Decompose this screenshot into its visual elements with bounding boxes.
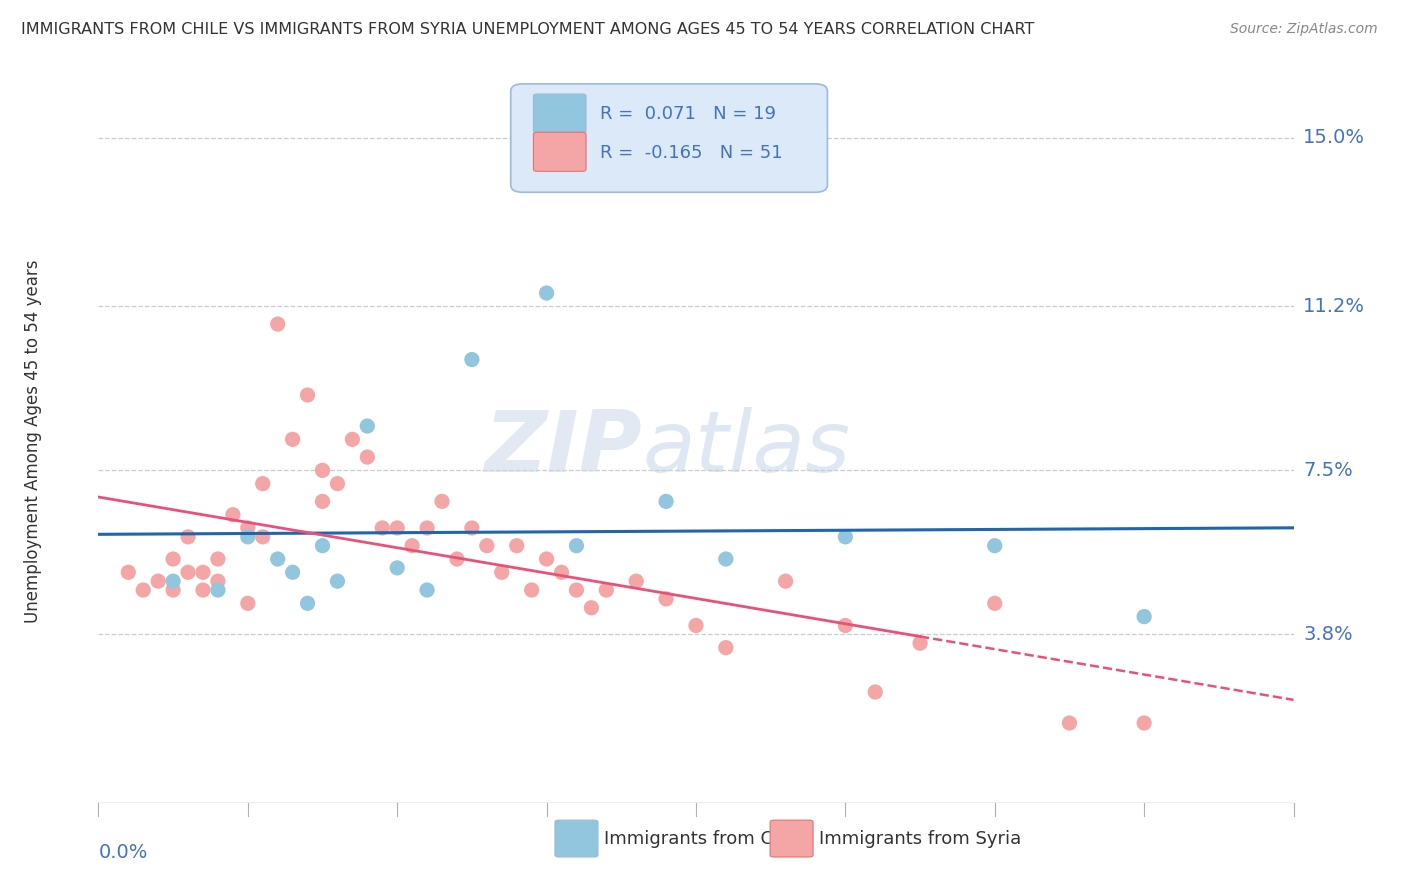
Point [117,566,139,580]
Text: Source: ZipAtlas.com: Source: ZipAtlas.com [1230,22,1378,37]
Point [207,552,229,566]
Point [626,574,648,589]
Point [1133,609,1156,624]
Point [297,388,319,402]
Point [162,552,184,566]
Point [148,574,170,589]
Point [461,521,484,535]
Point [281,433,304,447]
Point [984,596,1007,610]
Text: ZIP: ZIP [485,408,643,491]
Point [581,600,603,615]
Point [326,574,349,589]
Point [207,582,229,597]
Point [385,561,409,575]
Point [177,566,200,580]
FancyBboxPatch shape [533,132,586,171]
Point [565,539,588,553]
Point [162,582,184,597]
Text: Immigrants from Chile: Immigrants from Chile [605,830,806,848]
Point [908,636,931,650]
Point [655,591,678,606]
Point [236,530,259,544]
Point [311,463,333,477]
Point [267,317,290,331]
Point [132,582,155,597]
Point [311,494,333,508]
Point [834,618,856,632]
Point [236,596,259,610]
Point [520,582,543,597]
Point [685,618,707,632]
Point [416,521,439,535]
Text: 0.0%: 0.0% [98,843,148,862]
Point [865,685,887,699]
Text: R =  0.071   N = 19: R = 0.071 N = 19 [600,105,776,123]
Point [430,494,453,508]
FancyBboxPatch shape [555,820,598,857]
Point [162,574,184,589]
FancyBboxPatch shape [510,84,827,193]
Text: 3.8%: 3.8% [1303,625,1353,644]
Point [207,574,229,589]
Point [984,539,1007,553]
Point [356,450,378,464]
Point [834,530,856,544]
Point [356,419,378,434]
Point [401,539,423,553]
Point [191,582,214,597]
Point [536,552,558,566]
Point [491,566,513,580]
Text: Immigrants from Syria: Immigrants from Syria [820,830,1021,848]
Point [236,521,259,535]
Point [1133,716,1156,731]
Point [191,566,214,580]
Point [565,582,588,597]
Point [416,582,439,597]
Text: R =  -0.165   N = 51: R = -0.165 N = 51 [600,144,783,161]
Text: Unemployment Among Ages 45 to 54 years: Unemployment Among Ages 45 to 54 years [24,260,42,624]
FancyBboxPatch shape [533,94,586,133]
Text: 11.2%: 11.2% [1303,297,1365,316]
Point [371,521,394,535]
Point [1059,716,1081,731]
Point [506,539,529,553]
Point [446,552,468,566]
Text: atlas: atlas [643,408,851,491]
Text: 15.0%: 15.0% [1303,128,1365,147]
Point [281,566,304,580]
Point [252,530,274,544]
Point [775,574,797,589]
Point [655,494,678,508]
Point [475,539,498,553]
Point [267,552,290,566]
Text: 7.5%: 7.5% [1303,461,1353,480]
Text: IMMIGRANTS FROM CHILE VS IMMIGRANTS FROM SYRIA UNEMPLOYMENT AMONG AGES 45 TO 54 : IMMIGRANTS FROM CHILE VS IMMIGRANTS FROM… [21,22,1035,37]
Point [342,433,364,447]
Point [222,508,245,522]
Point [385,521,409,535]
FancyBboxPatch shape [770,820,813,857]
Point [536,286,558,301]
Point [714,552,737,566]
Point [177,530,200,544]
Point [550,566,572,580]
Point [326,476,349,491]
Point [297,596,319,610]
Point [311,539,333,553]
Point [714,640,737,655]
Point [252,476,274,491]
Point [595,582,617,597]
Point [461,352,484,367]
